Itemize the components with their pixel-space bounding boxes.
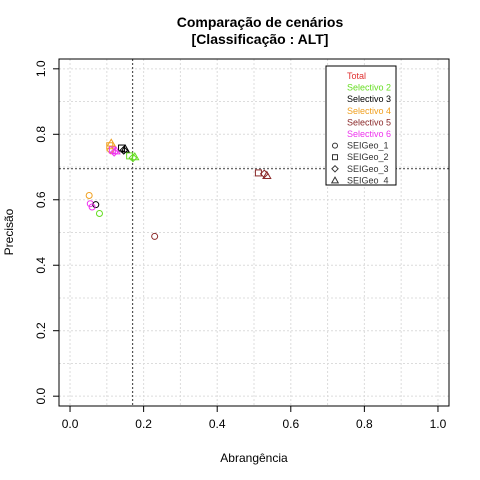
data-points	[85, 138, 272, 240]
x-tick-label: 1.0	[430, 417, 447, 431]
chart-subtitle: [Classificação : ALT]	[192, 31, 329, 47]
y-tick-label: 0.4	[34, 257, 48, 274]
data-point	[92, 201, 100, 209]
legend-marker-square	[332, 154, 338, 161]
data-point	[106, 138, 117, 147]
data-point	[85, 192, 93, 200]
legend-entry-marker: SEIGeo_3	[347, 164, 389, 174]
y-tick-label: 0.6	[34, 191, 48, 208]
chart-title: Comparação de cenários	[177, 14, 344, 30]
y-tick-label: 0.2	[34, 322, 48, 339]
data-point	[151, 232, 159, 240]
data-point	[128, 153, 138, 163]
legend-marker-circle	[332, 142, 338, 149]
data-point	[119, 145, 129, 155]
legend-entry-marker: SEIGeo_1	[347, 141, 389, 151]
data-point	[111, 146, 121, 155]
x-tick-label: 0.0	[62, 417, 79, 431]
x-tick-label: 0.6	[282, 417, 299, 431]
data-point	[106, 145, 115, 155]
data-point	[262, 170, 272, 179]
y-tick-label: 1.0	[34, 60, 48, 77]
x-tick-label: 0.2	[135, 417, 152, 431]
legend-entry-series: Total	[347, 71, 366, 81]
legend-box	[325, 65, 397, 186]
legend-entry-marker: SEIGeo_2	[347, 152, 389, 162]
x-tick-label: 0.4	[209, 417, 226, 431]
legend-marker-diamond	[331, 164, 339, 173]
y-tick-label: 0.8	[34, 126, 48, 143]
legend-entry-series: Selectivo 3	[347, 94, 391, 104]
legend-marker-triangle	[330, 176, 340, 184]
y-tick-label: 0.0	[34, 388, 48, 405]
plot-frame	[58, 58, 450, 407]
y-axis: 0.0 0.2 0.4 0.6 0.8 1.0	[34, 60, 59, 405]
data-point	[109, 147, 119, 157]
legend-entry-series: Selectivo 4	[347, 106, 391, 116]
legend-entry-series: Selectivo 5	[347, 117, 391, 127]
x-axis: 0.0 0.2 0.4 0.6 0.8 1.0	[62, 406, 447, 431]
legend-entry-marker: SEIGeo_4	[347, 175, 389, 185]
data-point	[88, 203, 96, 211]
legend-entry-series: Selectivo 6	[347, 129, 391, 139]
y-axis-label: Precisão	[2, 208, 16, 255]
data-point	[120, 144, 130, 153]
data-point	[95, 210, 103, 218]
x-axis-label: Abrangência	[220, 451, 288, 465]
legend-entry-series: Selectivo 2	[347, 83, 391, 93]
data-point	[130, 151, 140, 161]
x-tick-label: 0.8	[356, 417, 373, 431]
